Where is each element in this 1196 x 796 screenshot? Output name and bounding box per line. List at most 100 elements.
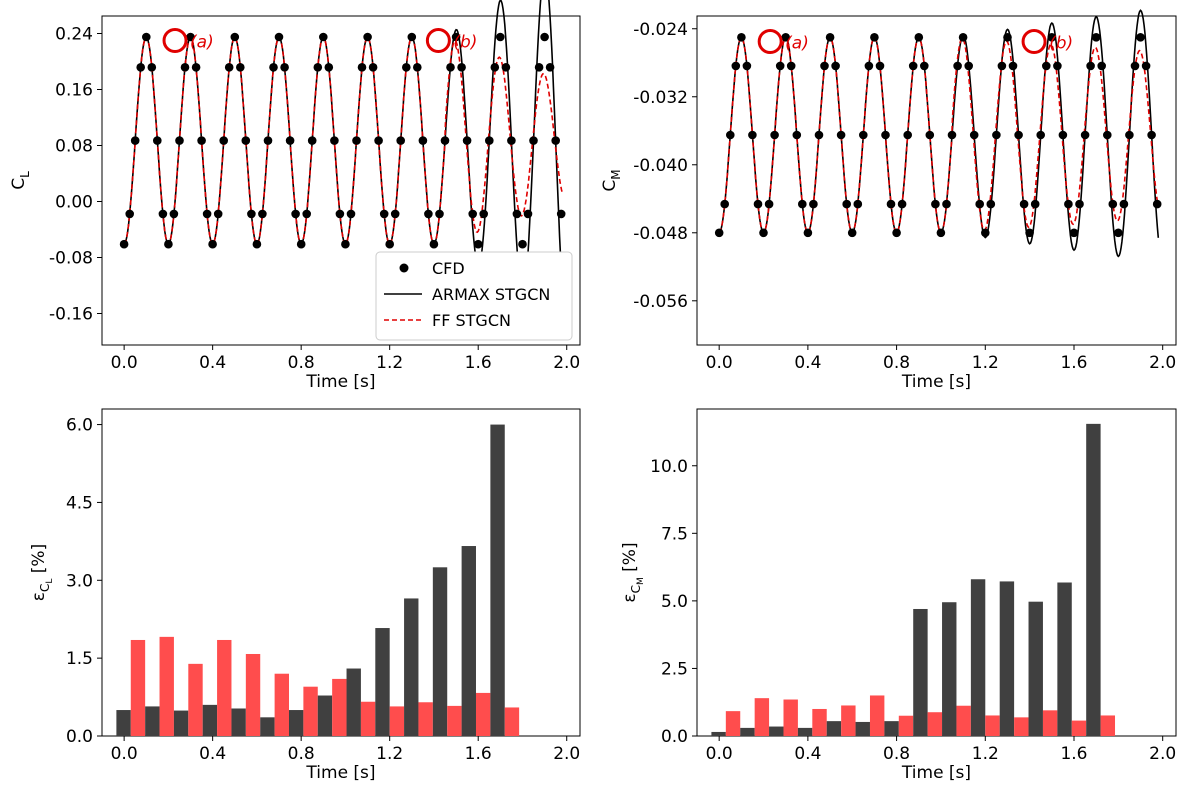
- cfd-point: [534, 63, 544, 72]
- ff-error-bar: [418, 702, 433, 736]
- cfd-point: [1053, 61, 1062, 71]
- cfd-point: [1025, 228, 1034, 238]
- cfd-point: [402, 63, 411, 72]
- ff-error-bar: [898, 715, 914, 736]
- armax-error-bar: [1057, 582, 1072, 736]
- y-tick-label: 4.5: [66, 493, 93, 513]
- armax-error-bar: [711, 731, 726, 736]
- x-tick-label: 2.0: [1149, 744, 1176, 764]
- cfd-point: [302, 209, 312, 219]
- annotation-circle: [425, 28, 451, 53]
- cfd-point: [296, 239, 306, 249]
- cfd-point: [720, 199, 729, 209]
- cfd-point: [1042, 61, 1051, 71]
- cfd-point: [908, 61, 918, 71]
- cl-panel: 0.0 0.4 0.8 1.2 1.6 2.0 -0.16 -0.08 0.00 0.08 0.16…: [9, 0, 581, 392]
- cfd-point: [230, 32, 240, 42]
- cfd-point: [836, 130, 846, 140]
- y-axis-label-subsub: M: [636, 577, 646, 585]
- cfd-point: [330, 136, 339, 145]
- y-tick-label: 0.16: [55, 81, 93, 101]
- cfd-point: [285, 136, 295, 145]
- cfd-point: [274, 32, 284, 42]
- y-axis-label-main: ε: [29, 592, 49, 601]
- cfd-point: [208, 239, 217, 249]
- y-axis-label-sub: L: [18, 171, 32, 178]
- armax-error-bar: [288, 710, 304, 736]
- ff-series-line: [718, 36, 1160, 234]
- ff-error-bar: [303, 686, 318, 736]
- annotation-circle: [1021, 29, 1047, 55]
- cfd-point: [429, 239, 439, 249]
- cl-error-panel: 0.0 0.4 0.8 1.2 1.6 2.0 0.0 1.5 3.0 4.5 6.0 Time [s…: [29, 408, 581, 783]
- x-tick-label: 0.0: [111, 744, 138, 764]
- cfd-point: [859, 130, 868, 140]
- cfd-point: [180, 63, 190, 72]
- y-tick-label: 7.5: [661, 524, 688, 544]
- cfd-point: [374, 136, 383, 145]
- cfd-point: [119, 239, 129, 249]
- cfd-point: [540, 32, 549, 42]
- cfd-point: [1069, 228, 1079, 238]
- legend-armax-label: ARMAX STGCN: [432, 285, 550, 304]
- x-axis-label: Time [s]: [305, 763, 375, 783]
- y-tick-label: 3.0: [66, 571, 93, 591]
- ff-error-bar: [956, 705, 971, 736]
- x-tick-label: 2.0: [553, 744, 580, 764]
- ff-error-bar: [360, 701, 376, 736]
- cfd-point: [714, 228, 724, 238]
- y-tick-label: 2.5: [661, 659, 688, 679]
- cfd-point: [485, 136, 494, 145]
- y-axis-label-subsub: L: [45, 579, 55, 584]
- x-tick-label: 0.8: [288, 353, 315, 373]
- cfd-point: [953, 61, 962, 71]
- cfd-point: [753, 199, 763, 209]
- armax-error-bar: [490, 424, 505, 736]
- cfd-point: [153, 136, 162, 145]
- cfd-point: [341, 239, 350, 249]
- x-tick-label: 1.6: [1060, 744, 1087, 764]
- y-axis-label-main: ε: [620, 593, 640, 602]
- cfd-point: [1086, 61, 1095, 71]
- ff-error-bar: [245, 653, 261, 736]
- x-axis-label: Time [s]: [305, 372, 375, 392]
- cfd-point: [368, 63, 378, 72]
- armax-error-bar: [231, 708, 246, 736]
- cfd-point: [363, 32, 372, 42]
- cfd-point: [897, 199, 907, 209]
- cfd-point: [764, 199, 774, 209]
- ff-error-bar: [725, 711, 741, 736]
- ff-series-line: [123, 35, 564, 246]
- cfd-point: [792, 130, 802, 140]
- x-tick-label: 0.4: [199, 744, 226, 764]
- armax-error-bar: [346, 668, 361, 736]
- cfd-point: [1058, 130, 1068, 140]
- annotation-circle: [162, 28, 188, 53]
- y-tick-label: 1.5: [66, 649, 93, 669]
- cfd-point: [158, 209, 168, 219]
- cfd-point: [925, 130, 935, 140]
- cfd-point: [435, 209, 444, 219]
- cfd-point: [224, 63, 234, 72]
- cfd-point: [346, 209, 356, 219]
- cfd-point: [457, 63, 466, 72]
- cfd-point: [551, 136, 560, 145]
- cfd-point: [742, 61, 752, 71]
- ff-error-bar: [188, 663, 203, 736]
- cfd-point: [197, 136, 206, 145]
- cfd-point: [319, 32, 328, 42]
- y-axis-label: CM: [600, 169, 623, 191]
- y-tick-label: -0.08: [49, 249, 93, 269]
- cfd-point: [247, 209, 256, 219]
- cfd-point: [964, 61, 973, 71]
- cfd-point: [786, 61, 796, 71]
- ff-error-bar: [985, 715, 1000, 736]
- armax-error-bar: [855, 721, 870, 736]
- cfd-point: [556, 209, 566, 219]
- cfd-point: [798, 199, 807, 209]
- cfd-point: [407, 32, 417, 42]
- cfd-point: [1064, 199, 1073, 209]
- cfd-point: [726, 130, 735, 140]
- armax-error-bar: [740, 727, 755, 736]
- cfd-point: [737, 33, 746, 42]
